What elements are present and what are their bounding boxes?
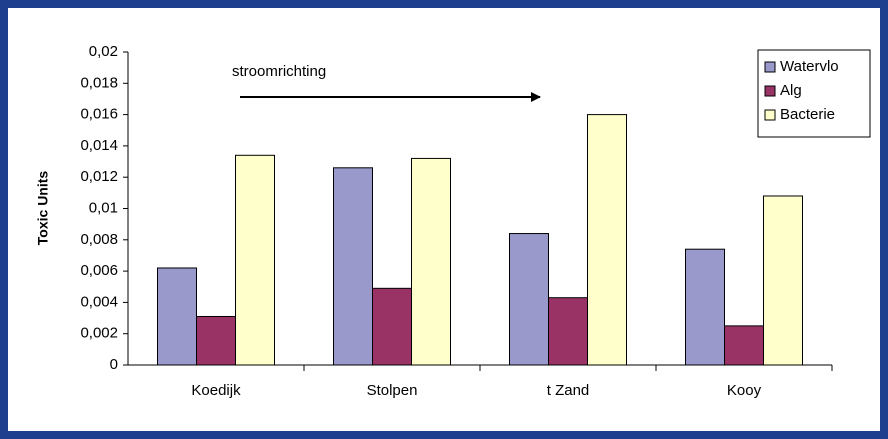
bar bbox=[509, 233, 549, 366]
y-tick-label: 0,002 bbox=[80, 325, 118, 342]
y-tick-label: 0,006 bbox=[80, 262, 118, 279]
legend-label: Bacterie bbox=[780, 106, 835, 123]
legend-box bbox=[757, 49, 871, 138]
y-tick-label: 0,004 bbox=[80, 293, 118, 310]
legend-swatch bbox=[764, 85, 776, 97]
y-tick-label: 0,01 bbox=[89, 199, 118, 216]
bar bbox=[548, 297, 588, 366]
legend-swatch bbox=[764, 109, 776, 121]
bar bbox=[333, 167, 373, 366]
x-tick-label: Koedijk bbox=[191, 382, 241, 399]
bar bbox=[411, 157, 451, 366]
y-tick-label: 0,008 bbox=[80, 231, 118, 248]
y-tick-label: 0,014 bbox=[80, 137, 118, 154]
bar bbox=[763, 195, 803, 366]
bar bbox=[724, 325, 764, 366]
legend-swatch bbox=[764, 61, 776, 73]
legend-label: Alg bbox=[780, 82, 802, 99]
bar bbox=[587, 114, 627, 366]
x-tick-label: Kooy bbox=[727, 382, 762, 399]
y-tick-label: 0 bbox=[110, 356, 118, 373]
legend-label: Watervlo bbox=[780, 58, 839, 75]
y-tick-label: 0,016 bbox=[80, 106, 118, 123]
x-tick-label: t Zand bbox=[547, 382, 590, 399]
bar bbox=[372, 287, 412, 366]
bar bbox=[685, 248, 725, 366]
annotation: stroomrichting bbox=[232, 63, 326, 80]
y-tick-label: 0,02 bbox=[89, 43, 118, 60]
x-tick-label: Stolpen bbox=[367, 382, 418, 399]
bar bbox=[196, 315, 236, 366]
y-tick-label: 0,012 bbox=[80, 168, 118, 185]
bar bbox=[235, 154, 275, 366]
bar bbox=[157, 267, 197, 366]
y-tick-label: 0,018 bbox=[80, 74, 118, 91]
y-axis-label: Toxic Units bbox=[35, 171, 51, 246]
